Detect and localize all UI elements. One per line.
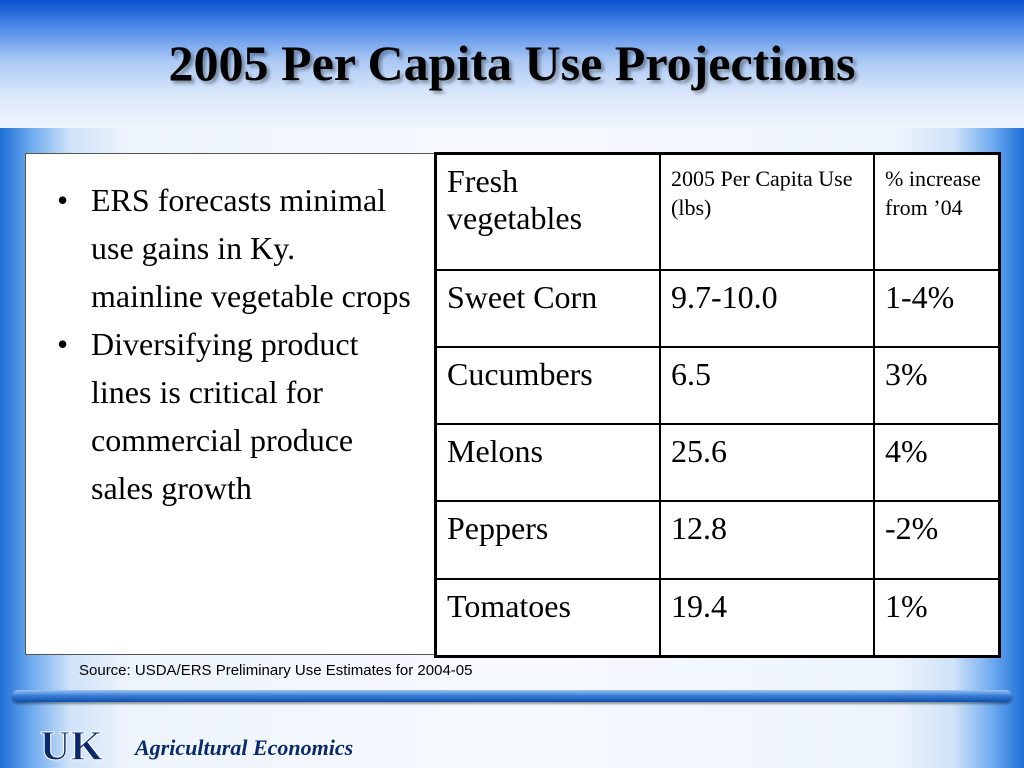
- bullet-box: ERS forecasts minimal use gains in Ky. m…: [25, 153, 435, 655]
- table-row: Peppers 12.8 -2%: [434, 500, 1001, 580]
- source-note: Source: USDA/ERS Preliminary Use Estimat…: [79, 662, 473, 679]
- slide-title: 2005 Per Capita Use Projections: [168, 35, 856, 91]
- table-cell: 19.4: [659, 577, 875, 658]
- bullet-item: Diversifying product lines is critical f…: [57, 320, 411, 512]
- bullet-item: ERS forecasts minimal use gains in Ky. m…: [57, 176, 411, 320]
- table-cell: Tomatoes: [434, 577, 661, 658]
- table-cell: 1%: [873, 577, 1001, 658]
- table-row: Sweet Corn 9.7-10.0 1-4%: [434, 268, 1001, 349]
- table-cell: 3%: [873, 346, 1001, 426]
- table-cell: 1-4%: [873, 268, 1001, 349]
- header-cell: % increase from ’04: [873, 152, 1001, 271]
- table-row: Cucumbers 6.5 3%: [434, 346, 1001, 426]
- table-cell: 6.5: [659, 346, 875, 426]
- footer-divider: [12, 690, 1012, 702]
- table-cell: Sweet Corn: [434, 268, 661, 349]
- table-cell: Melons: [434, 423, 661, 503]
- vegetable-table: Fresh vegetables 2005 Per Capita Use (lb…: [434, 152, 1001, 658]
- bullet-list: ERS forecasts minimal use gains in Ky. m…: [26, 154, 434, 512]
- table-row: Tomatoes 19.4 1%: [434, 577, 1001, 658]
- table-row: Melons 25.6 4%: [434, 423, 1001, 503]
- table-cell: 4%: [873, 423, 1001, 503]
- table-cell: -2%: [873, 500, 1001, 580]
- table-cell: Cucumbers: [434, 346, 661, 426]
- table-cell: Peppers: [434, 500, 661, 580]
- title-band: [0, 0, 1024, 128]
- table-cell: 25.6: [659, 423, 875, 503]
- department-name: Agricultural Economics: [135, 735, 354, 760]
- uk-logo: UK: [40, 725, 104, 765]
- table-cell: 9.7-10.0: [659, 268, 875, 349]
- header-cell: 2005 Per Capita Use (lbs): [659, 152, 875, 271]
- header-cell: Fresh vegetables: [434, 152, 661, 271]
- table-header-row: Fresh vegetables 2005 Per Capita Use (lb…: [434, 152, 1001, 271]
- table-cell: 12.8: [659, 500, 875, 580]
- logo-text: UK: [40, 725, 103, 765]
